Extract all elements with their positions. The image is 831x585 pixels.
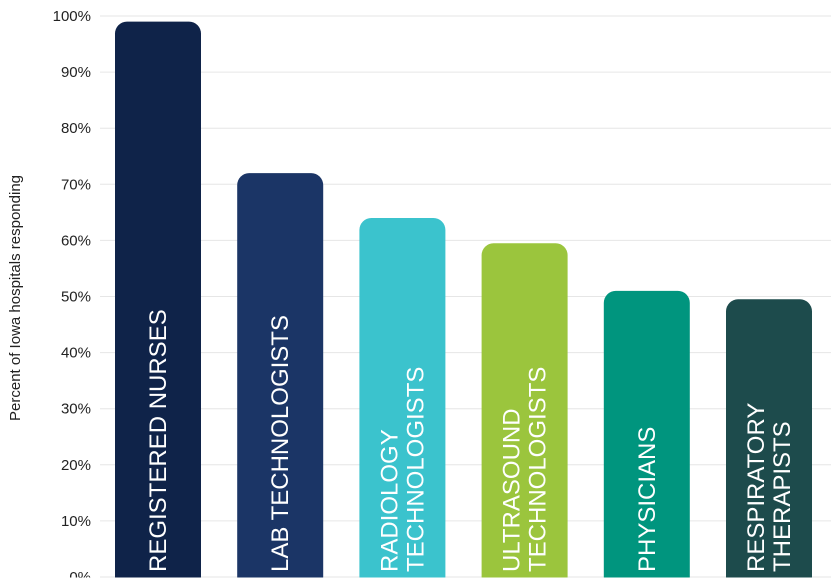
bar	[115, 21, 201, 585]
bar-label: TECHNOLOGISTS	[402, 367, 429, 572]
bar-label: PHYSICIANS	[634, 427, 661, 572]
y-axis-label: Percent of Iowa hospitals responding	[7, 175, 24, 421]
bar-label: THERAPISTS	[769, 421, 796, 572]
y-tick-label: 100%	[53, 8, 91, 25]
bar	[237, 173, 324, 585]
bar-label: TECHNOLOGISTS	[525, 367, 552, 572]
y-tick-label: 40%	[61, 345, 91, 362]
y-tick-label: 30%	[61, 401, 91, 418]
y-tick-label: 60%	[61, 232, 91, 249]
y-axis-ticks: 0%10%20%30%40%50%60%70%80%90%100%	[53, 8, 91, 585]
y-tick-label: 10%	[61, 513, 91, 530]
bar	[359, 217, 446, 585]
gridlines	[100, 15, 831, 578]
bar	[603, 290, 690, 585]
bar	[481, 243, 568, 585]
bar	[726, 299, 812, 585]
bar-label: LAB TECHNOLOGISTS	[267, 315, 294, 572]
bars: REGISTERED NURSES LAB TECHNOLOGISTS RADIOL…	[0, 21, 831, 585]
y-tick-label: 50%	[61, 289, 91, 306]
y-tick-label: 20%	[61, 457, 91, 474]
bar-label: RESPIRATORY	[743, 403, 770, 572]
y-tick-label: 80%	[61, 120, 91, 137]
bar-label: RADIOLOGY	[376, 429, 403, 572]
y-tick-label: 70%	[61, 176, 91, 193]
baseline-mask	[0, 577, 831, 585]
bar-label: REGISTERED NURSES	[145, 309, 172, 572]
y-tick-label: 90%	[61, 64, 91, 81]
bar-label: ULTRASOUND	[499, 408, 526, 572]
